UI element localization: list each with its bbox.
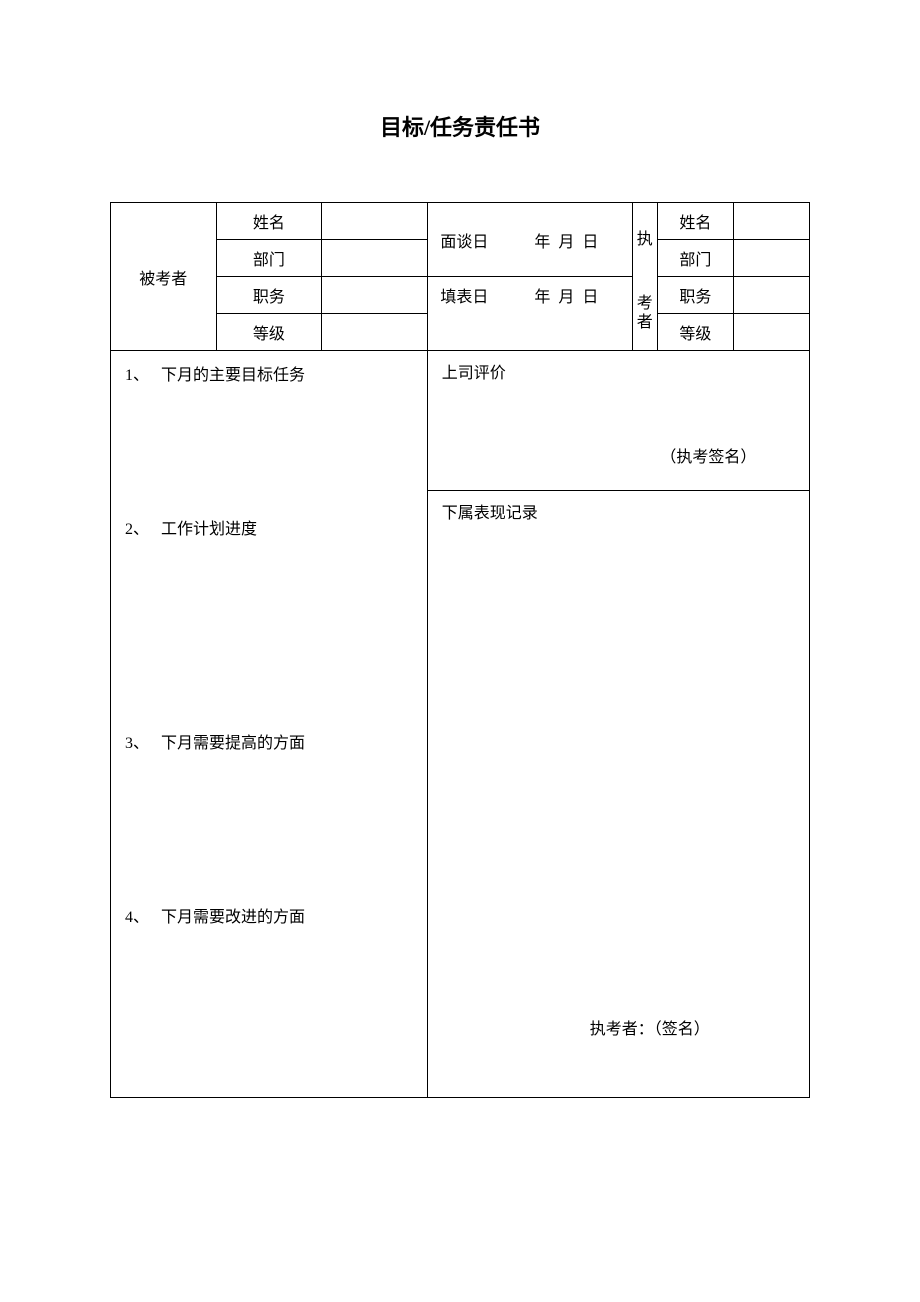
examinee-position-label: 职务 (216, 277, 322, 314)
boss-eval-section: 上司评价 （执考签名） (427, 351, 809, 491)
examiner-char-1: 执 (632, 203, 657, 277)
examinee-name-value (322, 203, 428, 240)
examiner-grade-value (733, 314, 809, 351)
task-item-3: 3、下月需要提高的方面 (125, 729, 419, 753)
examinee-grade-value (322, 314, 428, 351)
boss-eval-label: 上司评价 (442, 359, 797, 383)
task-item-2: 2、工作计划进度 (125, 515, 419, 539)
examiner-dept-value (733, 240, 809, 277)
examinee-dept-label: 部门 (216, 240, 322, 277)
page-title: 目标/任务责任书 (110, 110, 810, 142)
task-item-1: 1、下月的主要目标任务 (125, 361, 419, 385)
responsibility-table: 被考者 姓名 面谈日 年 月 日 执 姓名 部门 部门 职务 填表日 年 月 日… (110, 202, 810, 1098)
task-text-1: 下月的主要目标任务 (161, 367, 305, 384)
examiner-name-value (733, 203, 809, 240)
examinee-grade-label: 等级 (216, 314, 322, 351)
examiner-grade-label: 等级 (657, 314, 733, 351)
examiner-position-value (733, 277, 809, 314)
examinee-role-label: 被考者 (111, 203, 217, 351)
task-text-3: 下月需要提高的方面 (161, 735, 305, 752)
fill-date-value: 年 月 日 (501, 277, 632, 314)
task-item-4: 4、下月需要改进的方面 (125, 903, 419, 927)
fill-date-label: 填表日 (427, 277, 501, 314)
blank-date-2 (501, 314, 632, 351)
boss-signature-line: （执考签名） (440, 443, 797, 467)
task-text-2: 工作计划进度 (161, 521, 257, 538)
subordinate-record-label: 下属表现记录 (442, 499, 797, 523)
task-num-2: 2、 (125, 515, 161, 539)
examinee-name-label: 姓名 (216, 203, 322, 240)
interview-date-label: 面谈日 (427, 203, 501, 277)
examinee-dept-value (322, 240, 428, 277)
task-text-4: 下月需要改进的方面 (161, 909, 305, 926)
examiner-dept-label: 部门 (657, 240, 733, 277)
task-num-1: 1、 (125, 361, 161, 385)
examiner-char-23: 考者 (632, 277, 657, 351)
subordinate-record-section: 下属表现记录 执考者：（签名） (427, 491, 809, 1098)
left-tasks-column: 1、下月的主要目标任务 2、工作计划进度 3、下月需要提高的方面 4、下月需要改… (111, 351, 428, 1098)
examinee-position-value (322, 277, 428, 314)
interview-date-value: 年 月 日 (501, 203, 632, 277)
examiner-name-label: 姓名 (657, 203, 733, 240)
task-num-4: 4、 (125, 903, 161, 927)
blank-date-1 (427, 314, 501, 351)
examiner-position-label: 职务 (657, 277, 733, 314)
examiner-signature-line: 执考者：（签名） (440, 1015, 797, 1039)
task-num-3: 3、 (125, 729, 161, 753)
